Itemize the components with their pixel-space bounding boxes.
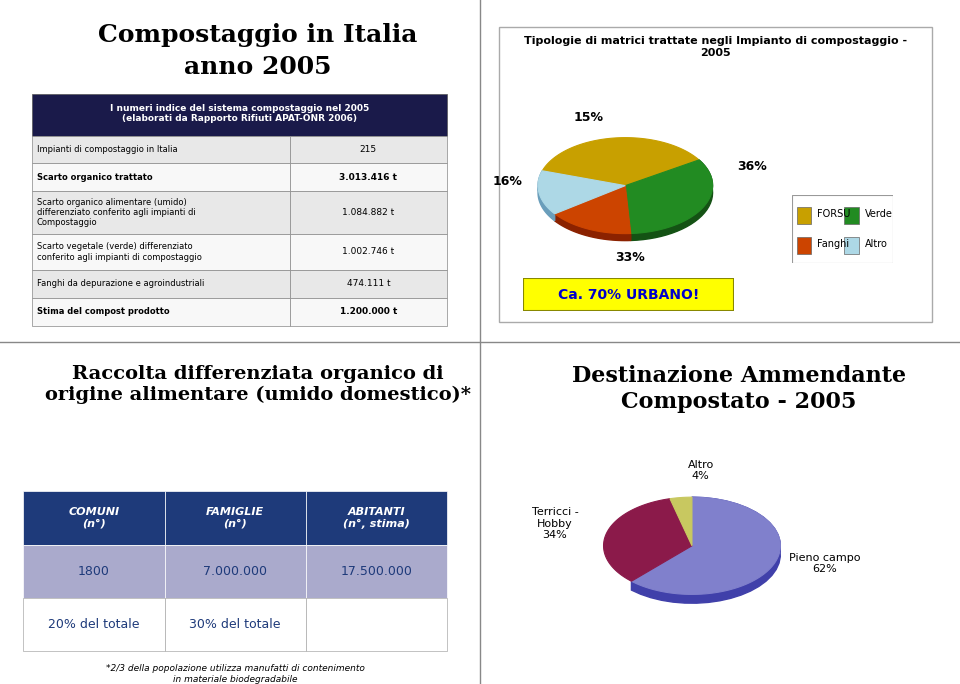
Polygon shape (538, 171, 555, 221)
Text: 36%: 36% (737, 160, 767, 173)
Text: Scarto organico trattato: Scarto organico trattato (36, 173, 153, 182)
FancyBboxPatch shape (164, 545, 306, 598)
FancyBboxPatch shape (32, 234, 290, 270)
FancyBboxPatch shape (797, 237, 811, 254)
FancyBboxPatch shape (797, 207, 811, 224)
Text: 1.084.882 t: 1.084.882 t (343, 208, 395, 217)
Polygon shape (632, 497, 780, 603)
FancyBboxPatch shape (290, 135, 447, 163)
Polygon shape (670, 497, 692, 546)
Text: ABITANTI
(n°, stima): ABITANTI (n°, stima) (343, 507, 410, 529)
Text: 17.500.000: 17.500.000 (341, 566, 413, 579)
Text: FORSU: FORSU (817, 209, 851, 219)
Text: Terricci -
Hobby
34%: Terricci - Hobby 34% (532, 507, 578, 540)
Text: Altro: Altro (865, 239, 887, 249)
Text: 15%: 15% (574, 111, 604, 124)
Text: Fanghi da depurazione e agroindustriali: Fanghi da depurazione e agroindustriali (36, 280, 204, 289)
Text: Scarto vegetale (verde) differenziato
conferito agli impianti di compostaggio: Scarto vegetale (verde) differenziato co… (36, 242, 202, 262)
FancyBboxPatch shape (290, 270, 447, 298)
Polygon shape (604, 499, 692, 581)
Text: Compostaggio in Italia: Compostaggio in Italia (98, 23, 418, 47)
FancyBboxPatch shape (32, 298, 290, 326)
FancyBboxPatch shape (792, 195, 893, 263)
Text: Altro
4%: Altro 4% (687, 460, 714, 482)
Polygon shape (542, 137, 699, 185)
Text: Raccolta differenziata organico di
origine alimentare (umido domestico)*: Raccolta differenziata organico di origi… (45, 365, 470, 404)
FancyBboxPatch shape (164, 598, 306, 651)
FancyBboxPatch shape (845, 207, 858, 224)
Text: 215: 215 (360, 145, 377, 154)
Polygon shape (538, 171, 625, 214)
Text: Ca. 70% URBANO!: Ca. 70% URBANO! (558, 288, 700, 302)
Text: 3.013.416 t: 3.013.416 t (340, 173, 397, 182)
FancyBboxPatch shape (32, 135, 290, 163)
Text: I numeri indice del sistema compostaggio nel 2005
(elaborati da Rapporto Rifiuti: I numeri indice del sistema compostaggio… (110, 104, 370, 123)
Text: Pieno campo
62%: Pieno campo 62% (789, 553, 860, 575)
Text: FAMIGLIE
(n°): FAMIGLIE (n°) (206, 508, 264, 529)
FancyBboxPatch shape (23, 545, 164, 598)
Polygon shape (625, 160, 712, 233)
Text: COMUNI
(n°): COMUNI (n°) (68, 508, 119, 529)
Text: 1.200.000 t: 1.200.000 t (340, 307, 397, 316)
Text: 33%: 33% (614, 251, 644, 264)
Text: 1.002.746 t: 1.002.746 t (343, 248, 395, 256)
Text: 20% del totale: 20% del totale (48, 618, 139, 631)
Polygon shape (631, 160, 712, 241)
Text: Scarto organico alimentare (umido)
differenziato conferito agli impianti di
Comp: Scarto organico alimentare (umido) diffe… (36, 198, 196, 227)
Text: 1800: 1800 (78, 566, 109, 579)
Text: 16%: 16% (492, 174, 522, 188)
Text: Verde: Verde (865, 209, 893, 219)
Polygon shape (555, 214, 631, 241)
FancyBboxPatch shape (290, 298, 447, 326)
FancyBboxPatch shape (306, 490, 447, 545)
Text: 30% del totale: 30% del totale (189, 618, 281, 631)
Text: *2/3 della popolazione utilizza manufatti di contenimento
in materiale biodegrad: *2/3 della popolazione utilizza manufatt… (106, 664, 365, 684)
Text: Stima del compost prodotto: Stima del compost prodotto (36, 307, 169, 316)
Text: 474.111 t: 474.111 t (347, 280, 390, 289)
Text: Impianti di compostaggio in Italia: Impianti di compostaggio in Italia (36, 145, 178, 154)
FancyBboxPatch shape (32, 270, 290, 298)
FancyBboxPatch shape (290, 234, 447, 270)
Text: 7.000.000: 7.000.000 (204, 566, 267, 579)
Text: anno 2005: anno 2005 (184, 55, 331, 79)
FancyBboxPatch shape (32, 163, 290, 191)
Text: Tipologie di matrici trattate negli Impianto di compostaggio -
2005: Tipologie di matrici trattate negli Impi… (523, 36, 907, 57)
Text: Destinazione Ammendante
Compostato - 2005: Destinazione Ammendante Compostato - 200… (571, 365, 906, 412)
FancyBboxPatch shape (164, 490, 306, 545)
FancyBboxPatch shape (23, 490, 164, 545)
FancyBboxPatch shape (306, 598, 447, 651)
Polygon shape (632, 497, 780, 594)
FancyBboxPatch shape (290, 163, 447, 191)
FancyBboxPatch shape (845, 237, 858, 254)
FancyBboxPatch shape (290, 191, 447, 234)
Polygon shape (555, 185, 631, 234)
FancyBboxPatch shape (32, 94, 447, 135)
FancyBboxPatch shape (32, 191, 290, 234)
FancyBboxPatch shape (523, 278, 734, 311)
FancyBboxPatch shape (499, 27, 931, 322)
FancyBboxPatch shape (23, 598, 164, 651)
Text: Fanghi: Fanghi (817, 239, 850, 249)
FancyBboxPatch shape (306, 545, 447, 598)
